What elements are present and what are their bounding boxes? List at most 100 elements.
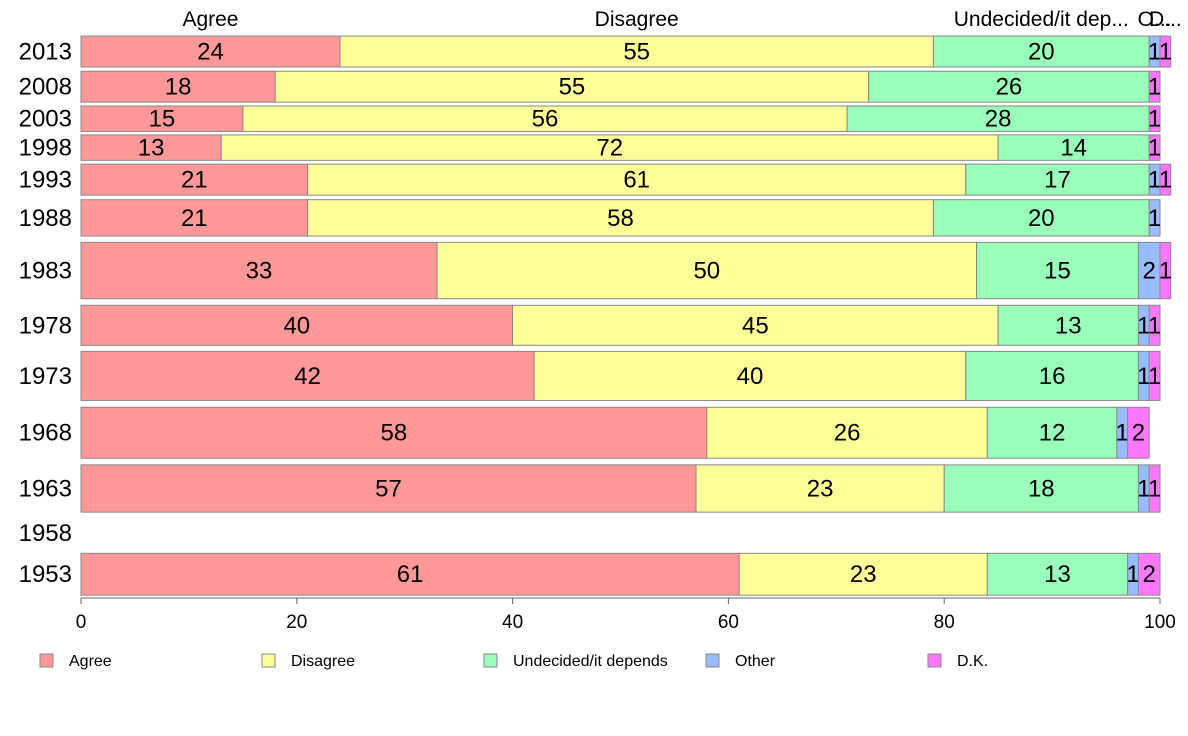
- bar-1988-agree: [80, 199, 309, 237]
- bar-1998-disagree: [220, 134, 999, 161]
- value-label-1963-5: 1: [1148, 476, 1161, 503]
- bar-1973-agree: [80, 350, 535, 401]
- bar-1993-d-k-: [1159, 163, 1172, 196]
- year-label-1988: 1988: [19, 205, 72, 232]
- bar-2008-undecided-it-depends: [868, 70, 1150, 103]
- value-label-1968-2: 26: [834, 420, 861, 447]
- value-label-1953-1: 61: [397, 561, 424, 588]
- year-label-2013: 2013: [19, 39, 72, 66]
- bar-1963-agree: [80, 464, 697, 513]
- value-label-1978-1: 40: [283, 312, 310, 339]
- bar-2008-disagree: [274, 70, 870, 103]
- value-label-1973-3: 16: [1039, 363, 1066, 390]
- bar-1973-d-k-: [1148, 350, 1161, 401]
- bar-1953-d-k-: [1137, 552, 1161, 596]
- year-label-1998: 1998: [19, 135, 72, 162]
- value-label-2013-3: 20: [1028, 39, 1055, 66]
- year-label-2008: 2008: [19, 74, 72, 101]
- bar-1983-disagree: [436, 241, 978, 300]
- legend-swatch-4: [705, 653, 720, 668]
- bar-1968-disagree: [706, 406, 988, 459]
- year-label-1968: 1968: [19, 420, 72, 447]
- value-label-2003-2: 56: [532, 106, 559, 133]
- value-label-1983-2: 50: [693, 258, 720, 285]
- bar-1953-disagree: [738, 552, 988, 596]
- value-label-1953-2: 23: [850, 561, 877, 588]
- column-header-2: Disagree: [595, 8, 679, 31]
- bar-1983-undecided-it-depends: [976, 241, 1139, 300]
- year-label-1973: 1973: [19, 363, 72, 390]
- x-tick-label-0: 0: [76, 612, 87, 633]
- legend-label-1: Agree: [69, 653, 112, 670]
- bar-2013-d-k-: [1159, 35, 1172, 68]
- bar-1978-d-k-: [1148, 304, 1161, 346]
- bar-2013-disagree: [339, 35, 934, 68]
- bar-2003-d-k-: [1148, 105, 1161, 132]
- value-label-2013-1: 24: [197, 39, 224, 66]
- value-label-1998-2: 72: [596, 135, 623, 162]
- legend-label-3: Undecided/it depends: [513, 653, 668, 670]
- year-label-1978: 1978: [19, 312, 72, 339]
- value-label-2003-5: 1: [1148, 106, 1161, 133]
- bar-1998-agree: [80, 134, 222, 161]
- legend-label-2: Disagree: [291, 653, 355, 670]
- bar-1983-agree: [80, 241, 438, 300]
- value-label-2008-3: 26: [996, 74, 1023, 101]
- legend-swatch-3: [483, 653, 498, 668]
- value-label-2003-3: 28: [985, 106, 1012, 133]
- x-axis: 0 20 40 60 80 100: [76, 597, 1176, 633]
- bar-1978-disagree: [512, 304, 999, 346]
- value-label-1968-5: 2: [1132, 420, 1145, 447]
- bar-2003-undecided-it-depends: [846, 105, 1150, 132]
- bar-1983-d-k-: [1159, 241, 1172, 300]
- value-label-1983-5: 1: [1159, 258, 1172, 285]
- year-label-1983: 1983: [19, 258, 72, 285]
- bar-1973-undecided-it-depends: [965, 350, 1139, 401]
- value-label-1973-1: 42: [294, 363, 321, 390]
- legend-swatch-1: [39, 653, 54, 668]
- value-label-1978-2: 45: [742, 312, 769, 339]
- year-label-1958: 1958: [19, 520, 72, 547]
- bar-1988-undecided-it-depends: [932, 199, 1150, 237]
- year-label-1953: 1953: [19, 561, 72, 588]
- bar-1953-undecided-it-depends: [986, 552, 1129, 596]
- column-header-3: Undecided/it dep...: [954, 8, 1129, 31]
- value-label-2013-4: 1: [1148, 39, 1161, 66]
- legend-swatch-2: [261, 653, 276, 668]
- value-label-1983-1: 33: [246, 258, 273, 285]
- bar-1978-agree: [80, 304, 514, 346]
- value-label-1968-4: 1: [1116, 420, 1129, 447]
- bar-1968-d-k-: [1127, 406, 1150, 459]
- value-label-1983-4: 2: [1143, 258, 1156, 285]
- bar-2003-disagree: [242, 105, 848, 132]
- value-label-1963-4: 1: [1137, 476, 1150, 503]
- bar-1993-undecided-it-depends: [965, 163, 1150, 196]
- value-label-2013-2: 55: [623, 39, 650, 66]
- bar-1988-other: [1148, 199, 1161, 237]
- legend-label-5: D.K.: [957, 653, 988, 670]
- bar-2008-d-k-: [1148, 70, 1161, 103]
- value-label-2013-5: 1: [1159, 39, 1172, 66]
- bar-1963-undecided-it-depends: [943, 464, 1139, 513]
- value-label-1963-2: 23: [807, 476, 834, 503]
- x-tick-label-40: 40: [502, 612, 523, 633]
- value-label-1993-1: 21: [181, 167, 208, 194]
- x-tick-label-20: 20: [286, 612, 307, 633]
- value-label-1998-1: 13: [138, 135, 165, 162]
- value-label-1988-1: 21: [181, 205, 208, 232]
- column-headers: Agree Disagree Undecided/it dep... O...D...: [182, 8, 1181, 31]
- value-label-1953-3: 13: [1044, 561, 1071, 588]
- value-label-2008-5: 1: [1148, 74, 1161, 101]
- bar-1988-disagree: [307, 199, 934, 237]
- legend: Agree Disagree Undecided/it depends Other D.…: [39, 653, 988, 670]
- column-header-1: Agree: [182, 8, 238, 31]
- bar-1978-undecided-it-depends: [997, 304, 1139, 346]
- year-label-2003: 2003: [19, 106, 72, 133]
- bar-1998-undecided-it-depends: [997, 134, 1150, 161]
- value-label-2008-1: 18: [165, 74, 192, 101]
- value-label-1983-3: 15: [1044, 258, 1071, 285]
